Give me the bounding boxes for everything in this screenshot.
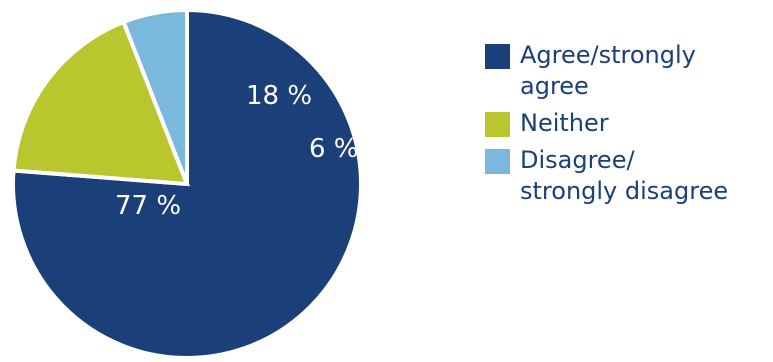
- legend: Agree/strongly agree Neither Disagree/stron…: [485, 40, 770, 213]
- pie-slice-disagree: [120, 7, 189, 185]
- legend-label-disagree: Disagree/: [520, 146, 635, 174]
- pie-slice-neither: [11, 19, 191, 187]
- legend-label-agree: Agree/strongly: [520, 41, 696, 69]
- legend-item-disagree: Disagree/strongly disagree: [485, 145, 770, 207]
- slice-label-agree: 77 %: [115, 191, 181, 221]
- legend-swatch-neither: [485, 112, 510, 137]
- legend-item-neither: Neither: [485, 108, 770, 139]
- legend-swatch-agree: [485, 44, 510, 69]
- legend-label-disagree: strongly disagree: [520, 177, 729, 205]
- legend-swatch-disagree: [485, 149, 510, 174]
- slice-label-neither: 18 %: [246, 81, 312, 111]
- slice-label-disagree: 6 %: [309, 134, 359, 164]
- legend-label-neither: Neither: [520, 109, 609, 137]
- legend-item-agree: Agree/strongly agree: [485, 40, 770, 102]
- legend-label-agree: agree: [520, 72, 589, 100]
